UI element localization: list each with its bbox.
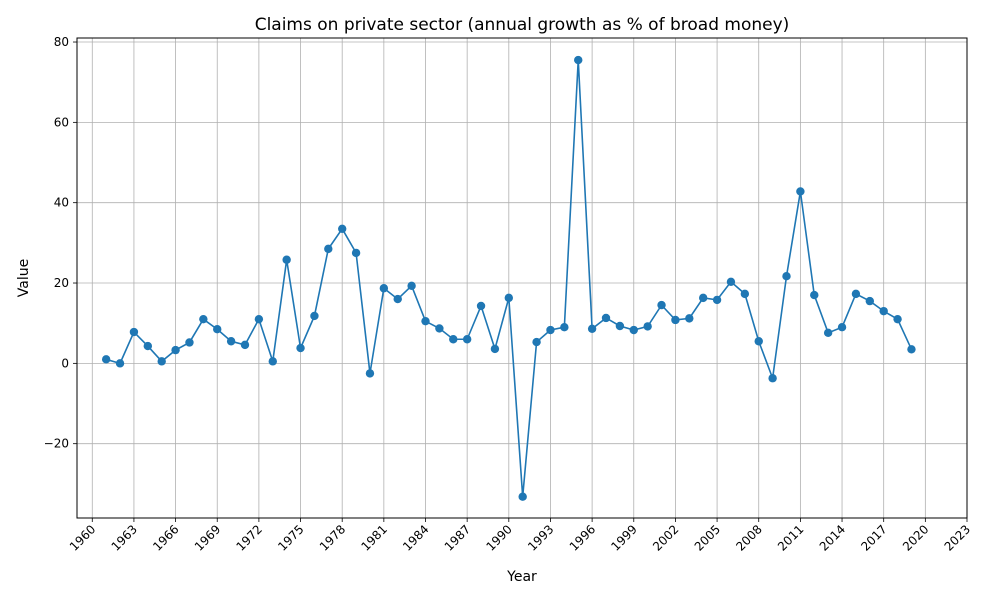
data-point [837, 323, 847, 332]
data-point [129, 327, 139, 337]
grid [77, 38, 968, 518]
data-point [351, 248, 361, 258]
data-series [101, 55, 916, 501]
chart-title: Claims on private sector (annual growth … [255, 15, 790, 35]
data-point [782, 271, 791, 281]
data-point [226, 337, 236, 346]
data-point [560, 323, 569, 332]
data-point [574, 55, 583, 65]
data-point [726, 277, 736, 287]
data-point [518, 492, 527, 501]
data-point [740, 289, 750, 299]
data-point [671, 315, 680, 325]
data-point [615, 321, 625, 331]
data-point [171, 345, 180, 355]
data-point [810, 290, 819, 300]
data-point [476, 301, 486, 311]
data-point [449, 335, 458, 344]
data-point [213, 325, 222, 334]
data-point [282, 255, 291, 264]
data-point [504, 293, 514, 303]
data-point [587, 324, 597, 334]
data-point [157, 357, 166, 366]
data-point [754, 337, 763, 346]
data-point [657, 300, 666, 310]
data-point [879, 306, 888, 316]
y-tick-label: 60 [54, 115, 69, 129]
data-point [546, 325, 555, 335]
data-point [601, 313, 611, 323]
data-point [685, 314, 694, 323]
data-point [115, 359, 125, 368]
data-point [185, 338, 194, 347]
data-point [907, 345, 916, 354]
data-point [268, 357, 277, 366]
data-point [532, 337, 541, 347]
data-point [310, 311, 319, 321]
y-tick-label: −20 [44, 437, 69, 451]
data-point [851, 289, 861, 299]
data-point [796, 187, 805, 196]
data-point [143, 341, 153, 351]
y-tick-label: 20 [54, 276, 69, 290]
x-axis-label: Year [506, 569, 537, 585]
data-point [643, 322, 652, 331]
data-point [462, 335, 472, 344]
data-point [101, 355, 111, 364]
plot-frame [76, 37, 968, 519]
data-point [254, 314, 264, 324]
data-point [407, 281, 416, 291]
data-point [712, 295, 722, 305]
y-axis-label: Value [16, 259, 32, 297]
data-point [324, 244, 333, 254]
data-point [629, 325, 638, 335]
data-point [338, 224, 347, 233]
data-point [698, 293, 708, 303]
data-point [296, 343, 305, 353]
y-tick-label: 80 [54, 35, 69, 49]
y-tick-label: 40 [54, 196, 69, 210]
data-point [365, 369, 375, 378]
data-point [199, 314, 208, 324]
data-point [865, 296, 875, 306]
data-point [421, 316, 430, 326]
y-axis-ticks: −20 0 20 40 60 80 [44, 35, 77, 451]
data-point [435, 324, 444, 333]
data-point [240, 340, 250, 350]
data-point [823, 328, 833, 338]
data-point [768, 374, 777, 383]
y-tick-label: 0 [61, 356, 69, 370]
data-point [490, 344, 500, 354]
data-point [893, 314, 902, 324]
data-point [379, 284, 389, 293]
data-point [393, 294, 402, 304]
